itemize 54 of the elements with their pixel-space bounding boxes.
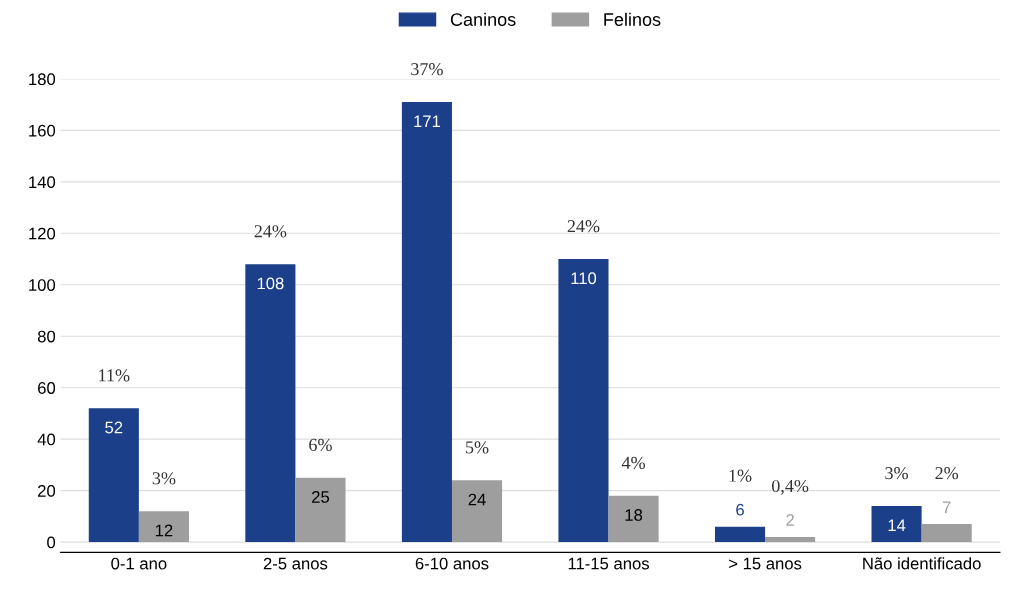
bar xyxy=(921,524,972,543)
bar xyxy=(138,511,189,543)
data-label: 2 xyxy=(786,514,794,526)
bar xyxy=(871,506,922,543)
data-label: 52 xyxy=(105,421,123,434)
data-label: 18 xyxy=(625,509,643,521)
data-label: 25 xyxy=(312,491,330,503)
y-tick-label: 120 xyxy=(29,227,56,240)
y-tick-label: 140 xyxy=(29,176,56,189)
bar xyxy=(245,264,296,543)
y-tick-label: 0 xyxy=(47,536,56,549)
annotation: 2% xyxy=(935,467,959,480)
data-label: 14 xyxy=(888,519,906,531)
annotation: 3% xyxy=(152,472,176,485)
x-tick-label: 0-1 ano xyxy=(111,557,167,570)
annotation: 24% xyxy=(254,225,287,238)
x-tick-label: 11-15 anos xyxy=(568,557,650,570)
y-tick-label: 20 xyxy=(38,485,56,497)
data-label: 24 xyxy=(468,493,486,506)
annotation: 37% xyxy=(411,63,443,76)
x-tick-label: Não identificado xyxy=(863,557,981,570)
bar xyxy=(295,477,346,543)
data-label: 12 xyxy=(155,524,173,537)
annotation: 6% xyxy=(309,438,332,451)
bar xyxy=(765,536,816,543)
x-tick-label: 6-10 anos xyxy=(415,557,489,570)
annotation: 24% xyxy=(567,220,600,233)
x-tick-label: 2-5 anos xyxy=(263,557,328,570)
y-tick-label: 160 xyxy=(29,124,56,137)
annotation: 0,4% xyxy=(772,479,809,495)
bar xyxy=(88,408,139,543)
annotation: 11% xyxy=(99,369,130,382)
bar xyxy=(714,526,766,543)
y-tick-label: 180 xyxy=(29,73,56,86)
y-tick-label: 40 xyxy=(37,433,56,446)
bar xyxy=(401,102,452,543)
data-label: 108 xyxy=(257,277,284,290)
annotation: 3% xyxy=(885,467,908,480)
annotation: 4% xyxy=(621,456,645,469)
data-label: 7 xyxy=(942,501,951,513)
bar xyxy=(608,495,659,543)
legend-label: Caninos xyxy=(450,12,516,26)
x-tick-label: > 15 anos xyxy=(729,557,802,570)
data-label: 171 xyxy=(414,115,441,128)
data-label: 110 xyxy=(571,272,597,285)
annotation: 5% xyxy=(466,441,489,454)
bar xyxy=(451,480,503,543)
bar xyxy=(558,259,609,543)
annotation: 1% xyxy=(729,469,752,482)
data-label: 6 xyxy=(736,503,744,516)
y-tick-label: 60 xyxy=(38,382,56,394)
y-tick-label: 80 xyxy=(37,330,56,343)
legend-label: Felinos xyxy=(604,12,661,26)
y-tick-label: 100 xyxy=(29,279,56,291)
